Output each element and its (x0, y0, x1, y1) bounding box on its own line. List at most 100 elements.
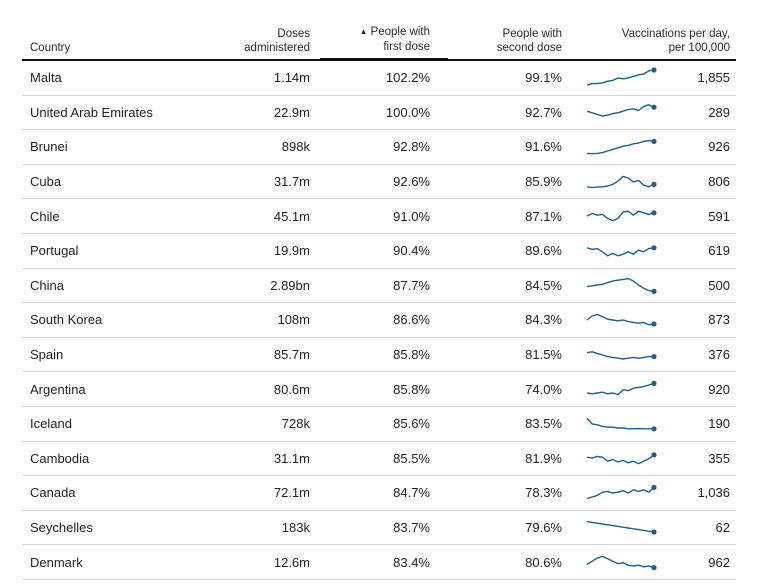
header-first-dose-line2: first dose (383, 41, 430, 53)
doses-cell: 31.1m (202, 441, 320, 477)
first-dose-cell: 85.6% (320, 406, 448, 442)
sparkline-cell (572, 337, 672, 373)
second-dose-cell: 99.1% (448, 59, 572, 96)
sparkline-cell (572, 406, 672, 442)
country-cell: South Korea (22, 302, 202, 338)
table-row: Portugal 19.9m 90.4% 89.6% 619 (22, 233, 736, 269)
first-dose-cell: 91.0% (320, 198, 448, 234)
per-day-cell: 62 (672, 510, 736, 546)
first-dose-cell: 86.6% (320, 302, 448, 338)
table-header-row: Country Doses administered ▲ People with … (22, 18, 736, 61)
per-day-cell: 873 (672, 302, 736, 338)
sparkline-cell (572, 95, 672, 131)
sparkline (586, 244, 657, 257)
sparkline-endpoint (651, 353, 657, 359)
second-dose-cell: 85.9% (448, 164, 572, 200)
per-day-cell: 500 (672, 268, 736, 304)
sparkline-series (586, 313, 655, 326)
sort-ascending-icon: ▲ (359, 27, 368, 36)
second-dose-cell: 84.5% (448, 268, 572, 304)
first-dose-cell: 83.7% (320, 510, 448, 546)
first-dose-cell: 92.8% (320, 129, 448, 165)
header-per-day-line2: per 100,000 (668, 41, 730, 54)
doses-cell: 1.14m (202, 59, 320, 96)
table-row: Malta 1.14m 102.2% 99.1% 1,855 (22, 59, 736, 96)
doses-cell: 183k (202, 510, 320, 546)
sparkline-series (586, 246, 655, 257)
sparkline-series (586, 350, 654, 360)
sparkline-endpoint (651, 138, 657, 144)
sparkline-endpoint (651, 528, 657, 535)
sparkline-endpoint (651, 210, 657, 216)
doses-cell: 19.9m (202, 233, 320, 269)
second-dose-cell: 80.6% (448, 544, 572, 580)
doses-cell: 72.1m (202, 475, 320, 511)
per-day-cell: 376 (672, 337, 736, 373)
per-day-cell: 591 (672, 198, 736, 234)
second-dose-cell: 91.6% (448, 129, 572, 165)
header-doses[interactable]: Doses administered (202, 18, 320, 61)
per-day-cell: 619 (672, 233, 736, 269)
second-dose-cell: 87.1% (448, 198, 572, 234)
sparkline-series (586, 175, 655, 188)
header-per-day[interactable]: Vaccinations per day, per 100,000 (572, 18, 736, 61)
table-row: Spain 85.7m 85.8% 81.5% 376 (22, 337, 736, 373)
country-cell: Iceland (22, 406, 202, 442)
sparkline (586, 175, 657, 188)
second-dose-cell: 74.0% (448, 371, 572, 407)
table-row: Chile 45.1m 91.0% 87.1% 591 (22, 198, 736, 234)
first-dose-cell: 87.7% (320, 268, 448, 304)
first-dose-cell: 85.8% (320, 371, 448, 407)
second-dose-cell: 84.3% (448, 302, 572, 338)
sparkline-cell (572, 59, 672, 96)
sparkline (586, 313, 657, 327)
table-row: China 2.89bn 87.7% 84.5% 500 (22, 268, 736, 304)
table-body: Malta 1.14m 102.2% 99.1% 1,855 United Arab Em… (22, 59, 736, 580)
sparkline (586, 520, 657, 535)
sparkline-endpoint (651, 104, 657, 111)
doses-cell: 2.89bn (202, 268, 320, 304)
sparkline (586, 417, 657, 432)
first-dose-cell: 85.5% (320, 441, 448, 477)
per-day-cell: 1,855 (672, 59, 736, 96)
table-row: Cuba 31.7m 92.6% 85.9% 806 (22, 164, 736, 200)
header-country[interactable]: Country (22, 18, 202, 61)
doses-cell: 22.9m (202, 95, 320, 131)
sparkline (586, 210, 657, 222)
sparkline-series (586, 68, 655, 86)
sparkline-series (586, 104, 655, 118)
sparkline-cell (572, 371, 672, 407)
first-dose-cell: 83.4% (320, 544, 448, 580)
table-row: Argentina 80.6m 85.8% 74.0% 920 (22, 371, 736, 407)
first-dose-cell: 90.4% (320, 233, 448, 269)
vaccination-table: Country Doses administered ▲ People with … (22, 18, 736, 580)
sparkline-series (586, 454, 655, 465)
first-dose-cell: 102.2% (320, 59, 448, 96)
per-day-cell: 289 (672, 95, 736, 131)
country-cell: Cuba (22, 164, 202, 200)
second-dose-cell: 83.5% (448, 406, 572, 442)
sparkline-endpoint (651, 321, 657, 327)
country-cell: Denmark (22, 544, 202, 580)
sparkline-endpoint (651, 425, 657, 432)
country-cell: Cambodia (22, 441, 202, 477)
table-row: United Arab Emirates 22.9m 100.0% 92.7% 289 (22, 95, 736, 131)
table-row: Iceland 728k 85.6% 83.5% 190 (22, 406, 736, 442)
per-day-cell: 926 (672, 129, 736, 165)
second-dose-cell: 79.6% (448, 510, 572, 546)
header-second-dose[interactable]: People with second dose (448, 18, 572, 61)
doses-cell: 728k (202, 406, 320, 442)
sparkline-series (586, 278, 655, 293)
sparkline (586, 66, 657, 86)
sparkline (586, 380, 657, 396)
sparkline (586, 138, 657, 155)
country-cell: Brunei (22, 129, 202, 165)
sparkline-cell (572, 510, 672, 546)
header-second-dose-line2: second dose (496, 41, 562, 54)
doses-cell: 898k (202, 129, 320, 165)
sparkline-series (586, 486, 655, 500)
country-cell: Portugal (22, 233, 202, 269)
first-dose-cell: 84.7% (320, 475, 448, 511)
sparkline-cell (572, 164, 672, 200)
header-first-dose[interactable]: ▲ People with first dose (320, 18, 448, 61)
